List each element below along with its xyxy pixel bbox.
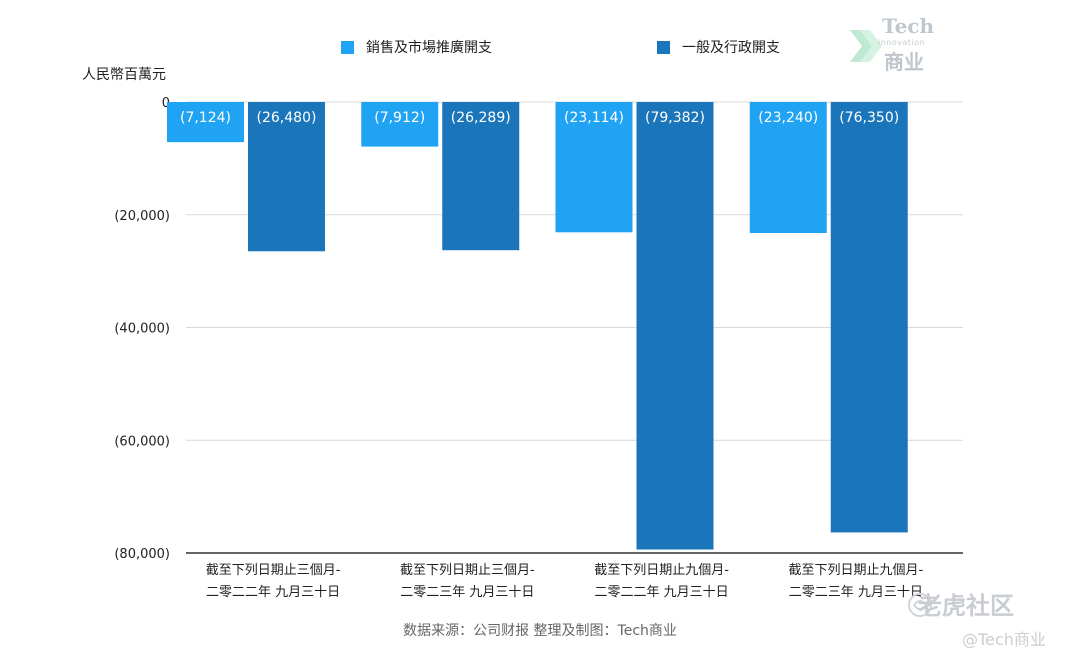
bar bbox=[167, 102, 244, 143]
y-tick-label: (80,000) bbox=[114, 547, 170, 562]
logo-text-bottom: 商业 bbox=[884, 50, 924, 74]
arrow-logo-icon bbox=[850, 30, 882, 62]
legend-swatch bbox=[341, 40, 354, 54]
x-tick-label: 截至下列日期止三個月- bbox=[206, 563, 341, 578]
logo-text-middle: innovation bbox=[878, 38, 926, 47]
x-tick-label: 二零二三年 九月三十日 bbox=[789, 585, 923, 600]
y-tick-label: (40,000) bbox=[114, 322, 170, 337]
bar bbox=[248, 102, 325, 252]
x-tick-label: 截至下列日期止九個月- bbox=[594, 563, 729, 578]
tiger-icon bbox=[908, 593, 932, 617]
bar bbox=[636, 102, 714, 550]
legend-label: 銷售及市場推廣開支 bbox=[366, 40, 492, 56]
bar bbox=[442, 102, 520, 251]
bar bbox=[749, 102, 827, 234]
data-label: (23,114) bbox=[564, 110, 624, 126]
y-tick-label: (60,000) bbox=[114, 434, 170, 449]
data-label: (7,912) bbox=[374, 110, 425, 126]
x-tick-label: 二零二二年 九月三十日 bbox=[206, 585, 340, 600]
legend-item-sales-marketing: 銷售及市場推廣開支 bbox=[341, 38, 492, 56]
bar bbox=[555, 102, 633, 233]
data-label: (26,480) bbox=[257, 110, 317, 126]
bar bbox=[830, 102, 908, 533]
tech-logo: Tech innovation 商业 bbox=[848, 14, 958, 76]
data-label: (26,289) bbox=[451, 110, 511, 126]
watermark-main: 老虎社区 bbox=[918, 592, 1014, 620]
data-label: (23,240) bbox=[758, 110, 818, 126]
data-label: (79,382) bbox=[645, 110, 705, 126]
legend-swatch bbox=[657, 40, 670, 54]
x-tick-label: 二零二二年 九月三十日 bbox=[595, 585, 729, 600]
logo-text-top: Tech bbox=[882, 14, 935, 38]
data-label: (76,350) bbox=[839, 110, 899, 126]
source-note: 数据来源：公司财报 整理及制图：Tech商业 bbox=[403, 623, 677, 639]
watermark-sub: @Tech商业 bbox=[962, 630, 1046, 649]
y-tick-label: (20,000) bbox=[114, 209, 170, 224]
bar bbox=[361, 102, 439, 147]
legend-item-general-admin: 一般及行政開支 bbox=[657, 38, 780, 56]
legend-label: 一般及行政開支 bbox=[682, 40, 780, 56]
x-tick-label: 截至下列日期止九個月- bbox=[789, 563, 924, 578]
y-tick-label: 0 bbox=[162, 96, 170, 111]
data-label: (7,124) bbox=[180, 110, 231, 126]
y-axis-label: 人民幣百萬元 bbox=[82, 67, 166, 83]
x-tick-label: 截至下列日期止三個月- bbox=[400, 563, 535, 578]
x-tick-label: 二零二三年 九月三十日 bbox=[400, 585, 534, 600]
